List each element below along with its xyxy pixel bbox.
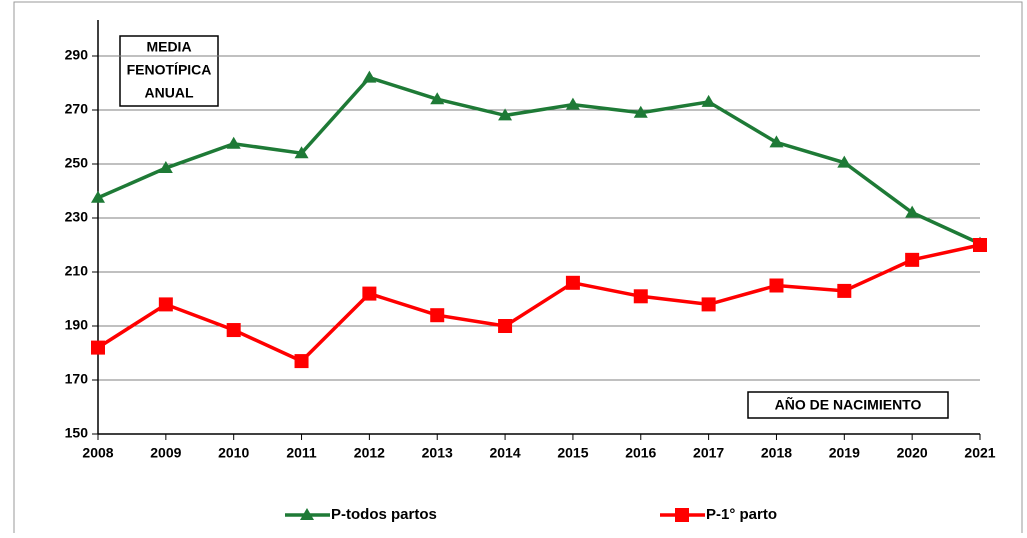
x-axis-label: AÑO DE NACIMIENTO <box>775 396 922 413</box>
x-tick-label: 2012 <box>354 445 385 461</box>
y-tick-label: 290 <box>65 47 89 63</box>
marker <box>158 161 173 174</box>
x-tick-label: 2013 <box>422 445 453 461</box>
y-tick-label: 170 <box>65 371 89 387</box>
title-line: ANUAL <box>145 85 194 101</box>
marker <box>769 278 784 293</box>
x-tick-label: 2020 <box>897 445 928 461</box>
x-tick-label: 2009 <box>150 445 181 461</box>
legend-label: P-todos partos <box>331 506 437 523</box>
marker <box>701 94 716 107</box>
marker <box>701 297 716 312</box>
marker <box>362 286 377 301</box>
title-line: MEDIA <box>146 39 191 55</box>
title-box <box>119 35 219 107</box>
series-line <box>97 75 981 246</box>
marker <box>294 354 309 369</box>
y-tick-label: 190 <box>65 317 89 333</box>
marker <box>226 136 241 149</box>
marker <box>362 70 377 83</box>
marker <box>300 508 314 520</box>
marker <box>633 289 648 304</box>
x-tick-label: 2021 <box>964 445 995 461</box>
x-label-box <box>747 391 949 419</box>
x-tick-label: 2017 <box>693 445 724 461</box>
marker <box>633 105 648 118</box>
frame <box>13 1 1023 538</box>
x-tick-label: 2014 <box>489 445 520 461</box>
marker <box>565 97 580 110</box>
marker <box>158 297 173 312</box>
y-tick-label: 150 <box>65 425 89 441</box>
marker <box>837 155 852 168</box>
title-line: FENOTÍPICA <box>127 62 212 78</box>
marker <box>565 275 580 290</box>
y-tick-label: 230 <box>65 209 89 225</box>
x-tick-label: 2008 <box>82 445 113 461</box>
marker <box>973 238 987 252</box>
marker <box>498 319 513 333</box>
marker <box>675 508 689 522</box>
marker <box>91 190 105 203</box>
marker <box>91 340 105 355</box>
x-tick-label: 2016 <box>625 445 656 461</box>
legend-label: P-1° parto <box>706 506 777 523</box>
marker <box>837 283 852 298</box>
marker <box>769 135 784 148</box>
x-tick-label: 2018 <box>761 445 792 461</box>
marker <box>905 205 920 218</box>
marker <box>294 146 309 159</box>
x-tick-label: 2019 <box>829 445 860 461</box>
y-tick-label: 210 <box>65 263 89 279</box>
y-tick-label: 250 <box>65 155 89 171</box>
x-tick-label: 2011 <box>286 445 317 461</box>
marker <box>226 323 241 338</box>
marker <box>430 308 445 323</box>
marker <box>905 252 920 267</box>
y-tick-label: 270 <box>65 101 89 117</box>
series-line <box>97 243 981 364</box>
x-tick-label: 2010 <box>218 445 249 461</box>
marker <box>498 108 513 121</box>
x-tick-label: 2015 <box>557 445 588 461</box>
marker <box>430 92 445 105</box>
